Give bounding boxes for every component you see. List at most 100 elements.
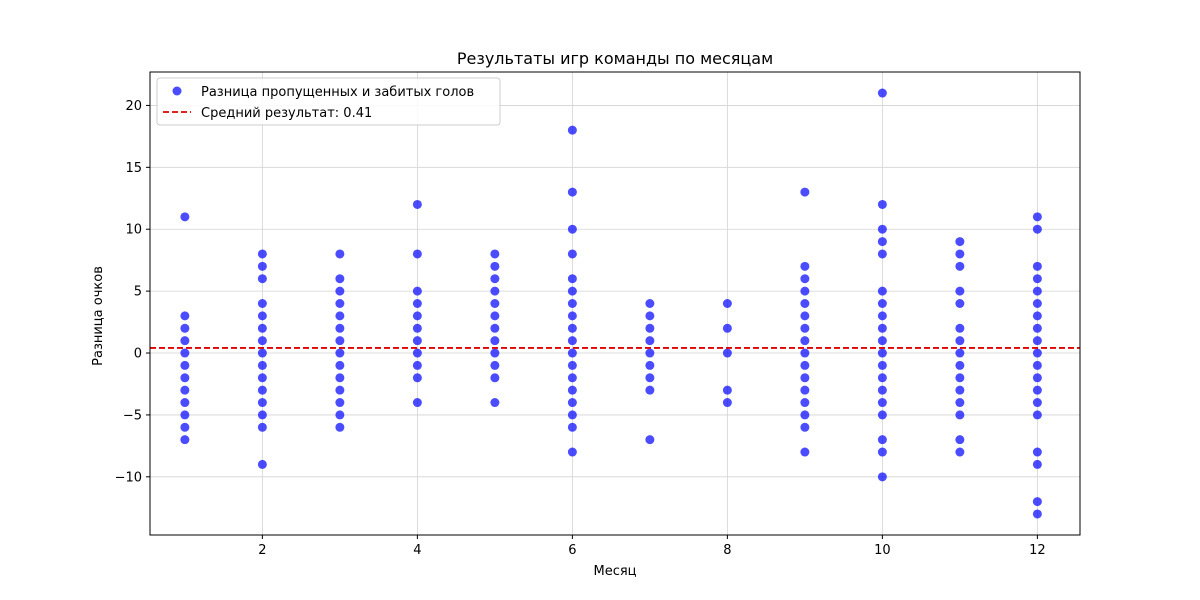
data-point [877,435,887,445]
data-point [1032,497,1042,507]
data-point [180,422,190,432]
data-point [257,311,267,321]
data-point [722,385,732,395]
data-point [645,323,655,333]
data-point [412,323,422,333]
data-point [180,385,190,395]
data-point [412,311,422,321]
data-point [180,336,190,346]
legend-label-mean: Средний результат: 0.41 [201,106,372,121]
data-point [722,299,732,308]
data-point [257,348,267,358]
data-point [800,187,810,197]
data-point [1032,447,1042,457]
data-point [490,398,500,408]
data-point [955,299,965,308]
data-point [257,249,267,259]
data-point [955,286,965,296]
x-tick-label: 10 [874,543,891,558]
data-point [335,311,345,321]
data-point [955,435,965,445]
data-point [955,336,965,346]
data-point [877,237,887,247]
data-point [955,348,965,358]
data-point [800,385,810,395]
data-point [257,274,267,284]
data-point [877,286,887,296]
data-point [955,385,965,395]
data-point [567,336,577,346]
data-point [1032,360,1042,370]
data-point [257,336,267,346]
x-tick-label: 2 [258,543,266,558]
data-point [645,348,655,358]
data-point [180,398,190,408]
data-point [567,373,577,383]
data-point [1032,373,1042,383]
data-point [877,410,887,420]
data-point [335,398,345,408]
data-point [567,187,577,197]
data-point [1032,398,1042,408]
data-point [877,385,887,395]
data-point [257,398,267,408]
data-point [1032,410,1042,420]
data-point [335,410,345,420]
x-tick-label: 12 [1029,543,1046,558]
data-point [412,199,422,209]
data-point [877,323,887,333]
data-point [335,249,345,259]
data-point [800,299,810,308]
data-point [180,435,190,445]
data-point [490,249,500,259]
data-point [257,385,267,395]
data-point [257,422,267,432]
data-point [800,360,810,370]
data-point [800,373,810,383]
data-point [257,299,267,308]
data-point [335,299,345,308]
legend-marker-points [172,86,182,96]
data-point [567,385,577,395]
data-point [877,249,887,259]
data-point [567,125,577,135]
data-point [1032,274,1042,284]
data-point [1032,261,1042,271]
data-point [1032,348,1042,358]
data-point [955,447,965,457]
data-point [800,286,810,296]
data-point [567,311,577,321]
legend-label-points: Разница пропущенных и забитых голов [201,85,474,100]
data-point [412,299,422,308]
data-point [335,422,345,432]
data-point [412,360,422,370]
data-point [955,261,965,271]
data-point [1032,212,1042,222]
data-point [800,261,810,271]
legend: Разница пропущенных и забитых голов Сред… [156,77,501,126]
data-point [567,286,577,296]
data-point [800,274,810,284]
data-point [490,286,500,296]
data-point [335,373,345,383]
data-point [567,398,577,408]
y-tick-label: −5 [123,408,142,423]
data-point [800,323,810,333]
data-point [412,348,422,358]
data-point [1032,311,1042,321]
data-point [335,360,345,370]
data-point [877,311,887,321]
y-tick-label: 5 [134,285,142,300]
data-point [877,336,887,346]
data-point [257,410,267,420]
data-point [567,422,577,432]
data-point [257,360,267,370]
data-point [877,472,887,482]
data-point [1032,509,1042,519]
x-tick-label: 4 [413,543,421,558]
data-point [800,336,810,346]
data-point [490,274,500,284]
data-point [955,373,965,383]
data-point [567,224,577,234]
data-point [257,459,267,469]
